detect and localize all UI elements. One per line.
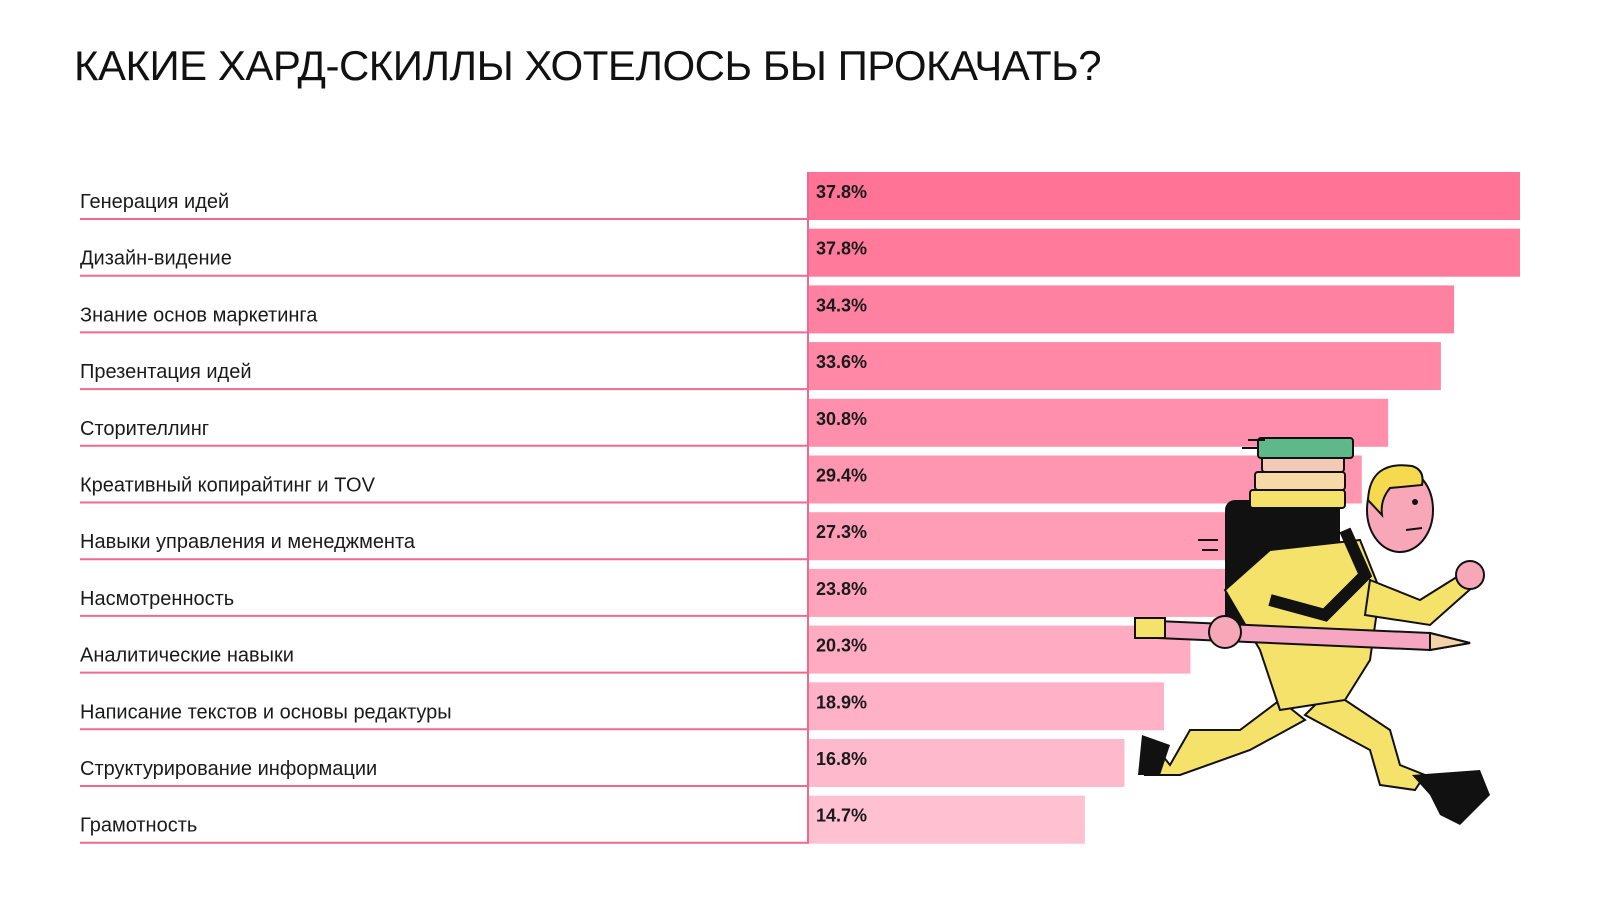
category-label: Сторителлинг xyxy=(80,418,209,440)
category-label: Аналитические навыки xyxy=(80,645,294,667)
bar-4 xyxy=(808,342,1441,391)
category-label: Грамотность xyxy=(80,815,197,837)
bar-9 xyxy=(808,625,1191,674)
value-label: 14.7% xyxy=(816,806,867,826)
value-label: 16.8% xyxy=(816,749,867,769)
bar-2 xyxy=(808,228,1520,277)
category-label: Знание основ маркетинга xyxy=(80,304,318,326)
running-man-illustration-icon xyxy=(1134,437,1490,825)
category-label: Креативный копирайтинг и TOV xyxy=(80,475,376,497)
value-label: 18.9% xyxy=(816,692,867,712)
category-labels-group: Генерация идей Дизайн-видение Знание основ… xyxy=(80,191,452,837)
bar-1 xyxy=(808,172,1520,220)
bar-10 xyxy=(808,682,1164,731)
page-title: КАКИЕ ХАРД-СКИЛЛЫ ХОТЕЛОСЬ БЫ ПРОКАЧАТЬ? xyxy=(74,42,1102,89)
row-rules-group xyxy=(80,172,809,844)
value-label: 37.8% xyxy=(816,182,867,202)
value-label: 29.4% xyxy=(816,466,867,486)
bar-8 xyxy=(808,568,1257,617)
value-label: 30.8% xyxy=(816,409,867,429)
value-label: 33.6% xyxy=(816,352,867,372)
value-label: 34.3% xyxy=(816,295,867,315)
category-label: Дизайн-видение xyxy=(80,248,232,270)
bars-group xyxy=(808,172,1520,844)
value-label: 20.3% xyxy=(816,636,867,656)
category-label: Написание текстов и основы редактуры xyxy=(80,701,452,723)
category-label: Навыки управления и менеджмента xyxy=(80,531,416,553)
value-label: 27.3% xyxy=(816,522,867,542)
bar-12 xyxy=(808,795,1085,844)
bar-11 xyxy=(808,739,1125,787)
bar-3 xyxy=(808,285,1455,334)
category-label: Презентация идей xyxy=(80,361,252,383)
value-labels-group: 37.8% 37.8% 34.3% 33.6% 30.8% 29.4% 27.3% 23.8%… xyxy=(816,182,867,826)
category-label: Генерация идей xyxy=(80,191,229,213)
value-label: 37.8% xyxy=(816,239,867,259)
category-label: Насмотренность xyxy=(80,588,234,610)
category-label: Структурирование информации xyxy=(80,758,377,780)
value-label: 23.8% xyxy=(816,579,867,599)
